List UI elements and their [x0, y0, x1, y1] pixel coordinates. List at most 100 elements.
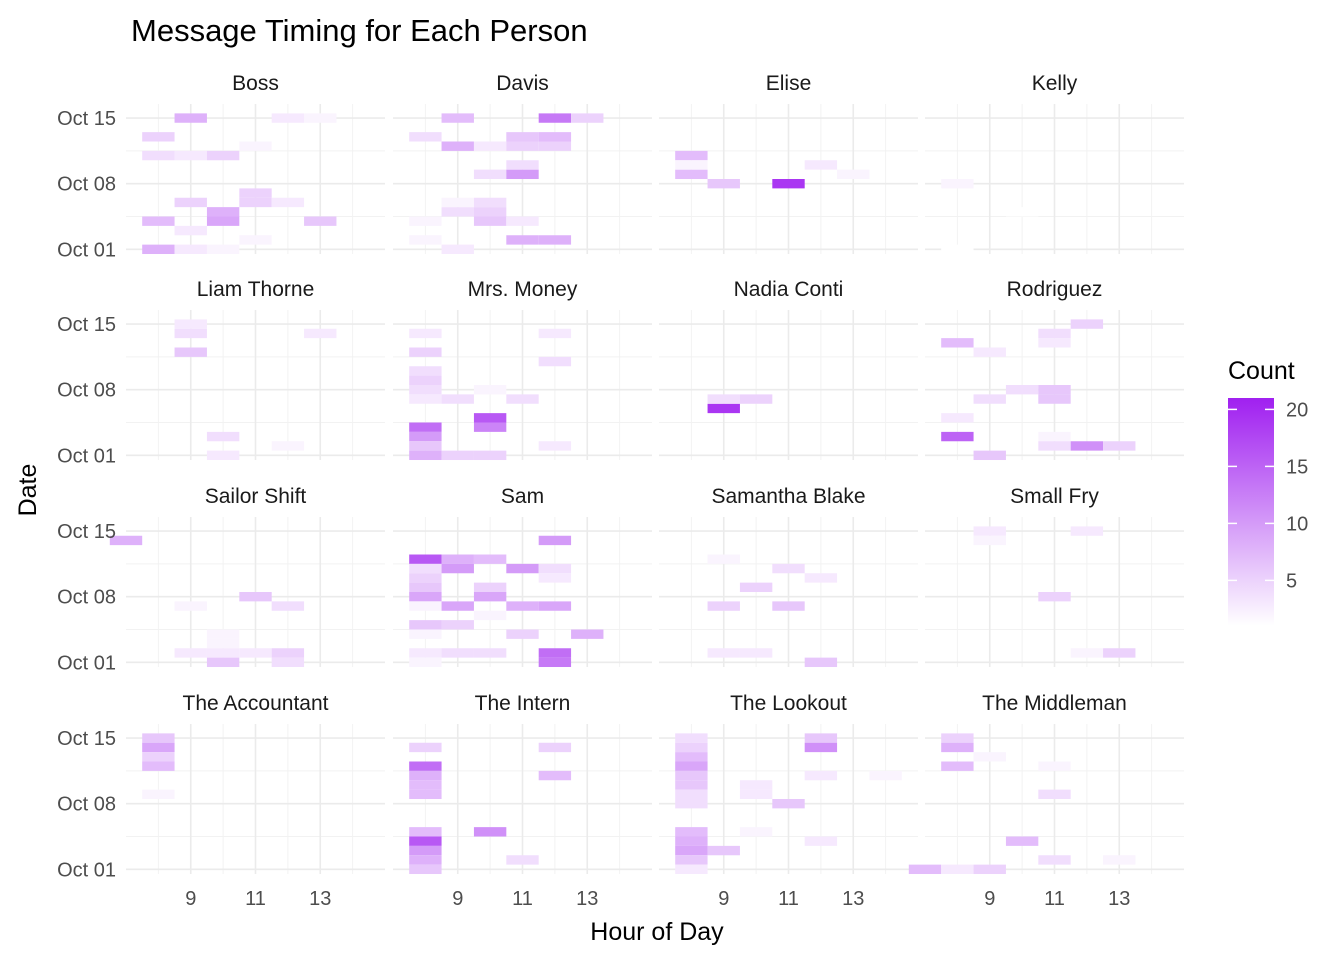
- heat-tile: [739, 780, 773, 790]
- heat-tile: [206, 150, 240, 161]
- legend-title: Count: [1228, 357, 1295, 385]
- heat-tile: [473, 648, 507, 658]
- heat-tile: [772, 179, 805, 189]
- heat-tile: [538, 657, 572, 668]
- heat-tile: [1103, 441, 1136, 451]
- heat-tile: [941, 338, 974, 348]
- heat-tile: [739, 789, 773, 800]
- heat-tile: [506, 141, 539, 151]
- heat-tile: [973, 450, 1006, 461]
- heat-tile: [772, 799, 805, 809]
- heat-tile: [804, 770, 838, 781]
- heat-tile: [1038, 385, 1071, 395]
- heat-tile: [142, 752, 175, 762]
- heat-tile: [409, 573, 442, 583]
- heat-tile: [973, 752, 1006, 762]
- heat-tile: [804, 657, 838, 668]
- heat-tile: [174, 328, 207, 339]
- y-tick-label: Oct 08: [57, 174, 116, 196]
- legend-tick-label: 10: [1286, 513, 1308, 535]
- heat-tile: [473, 582, 507, 593]
- heat-tile: [675, 150, 708, 161]
- heat-tile: [409, 648, 442, 658]
- facet-panel: The Lookout 9 11 13: [659, 692, 918, 910]
- heat-tile: [271, 648, 305, 658]
- heat-tile: [1070, 441, 1104, 451]
- facet-panel: Rodriguez: [925, 278, 1184, 461]
- heat-tile: [506, 394, 539, 404]
- facet-panel: Davis: [393, 72, 652, 255]
- heat-tile: [908, 864, 942, 875]
- heat-tile: [409, 385, 442, 395]
- heat-tile: [675, 845, 708, 856]
- heat-tile: [1070, 319, 1104, 329]
- heat-tile: [707, 845, 740, 856]
- heat-tile: [739, 648, 773, 658]
- heat-tile: [441, 554, 474, 564]
- facet-panel: Small Fry: [925, 485, 1184, 667]
- heat-tile: [707, 554, 740, 564]
- heat-tile: [441, 244, 474, 255]
- facet-strip-label: Davis: [496, 72, 549, 95]
- heat-tile: [271, 441, 305, 451]
- heat-tile: [739, 827, 773, 837]
- x-tick-label: 9: [185, 888, 196, 910]
- heat-tile: [941, 864, 974, 875]
- heat-tile: [941, 413, 974, 423]
- facet-strip-label: Small Fry: [1010, 485, 1099, 508]
- heat-tile: [1005, 385, 1039, 395]
- heat-tile: [675, 799, 708, 809]
- heat-tile: [941, 244, 974, 255]
- heat-tile: [174, 601, 207, 611]
- heat-tile: [441, 450, 474, 461]
- x-tick-label: 11: [778, 888, 799, 910]
- heat-tile: [473, 385, 507, 395]
- heat-tile: [675, 827, 708, 837]
- heat-tile: [441, 648, 474, 658]
- heat-tile: [174, 347, 207, 357]
- heat-tile: [1038, 855, 1071, 865]
- y-tick-label: Oct 08: [57, 587, 116, 609]
- x-tick-label: 13: [842, 888, 864, 910]
- heat-tile: [441, 563, 474, 574]
- heat-tile: [1038, 789, 1071, 800]
- heat-tile: [772, 601, 805, 611]
- heat-tile: [409, 582, 442, 593]
- heat-tile: [538, 235, 572, 245]
- y-tick-label: Oct 15: [57, 314, 116, 336]
- facet-panel: Boss Oct 01 Oct 08 Oct 15: [57, 72, 385, 261]
- heat-tile: [506, 169, 539, 180]
- heat-tile: [675, 733, 708, 743]
- heat-tile: [506, 160, 539, 170]
- heat-tile: [206, 648, 240, 658]
- heat-tile: [206, 657, 240, 668]
- heat-tile: [174, 244, 207, 255]
- facet-panel: Samantha Blake: [659, 485, 918, 668]
- heat-tile: [109, 535, 143, 546]
- heat-tile: [675, 864, 708, 875]
- heat-tile: [506, 235, 539, 245]
- heat-tile: [1005, 207, 1039, 217]
- heat-tile: [409, 780, 442, 790]
- heat-tile: [174, 197, 207, 208]
- heat-tile: [804, 573, 838, 583]
- facet-strip-label: Elise: [766, 72, 812, 95]
- heat-tile: [473, 141, 507, 151]
- heat-tile: [473, 592, 507, 602]
- heat-tile: [707, 648, 740, 658]
- heat-tile: [473, 450, 507, 461]
- heat-tile: [206, 431, 240, 442]
- facet-strip-label: Mrs. Money: [468, 278, 578, 301]
- heat-tile: [675, 752, 708, 762]
- heat-tile: [941, 431, 974, 442]
- heat-tile: [142, 216, 175, 226]
- heat-tile: [441, 197, 474, 208]
- facet-strip-label: Rodriguez: [1007, 278, 1103, 301]
- heat-tile: [473, 422, 507, 432]
- heat-tile: [707, 179, 740, 189]
- heat-tile: [538, 770, 572, 781]
- heat-tile: [707, 403, 740, 414]
- facet-panel: Kelly: [925, 72, 1184, 255]
- heat-tile: [973, 347, 1006, 357]
- heat-tile: [506, 601, 539, 611]
